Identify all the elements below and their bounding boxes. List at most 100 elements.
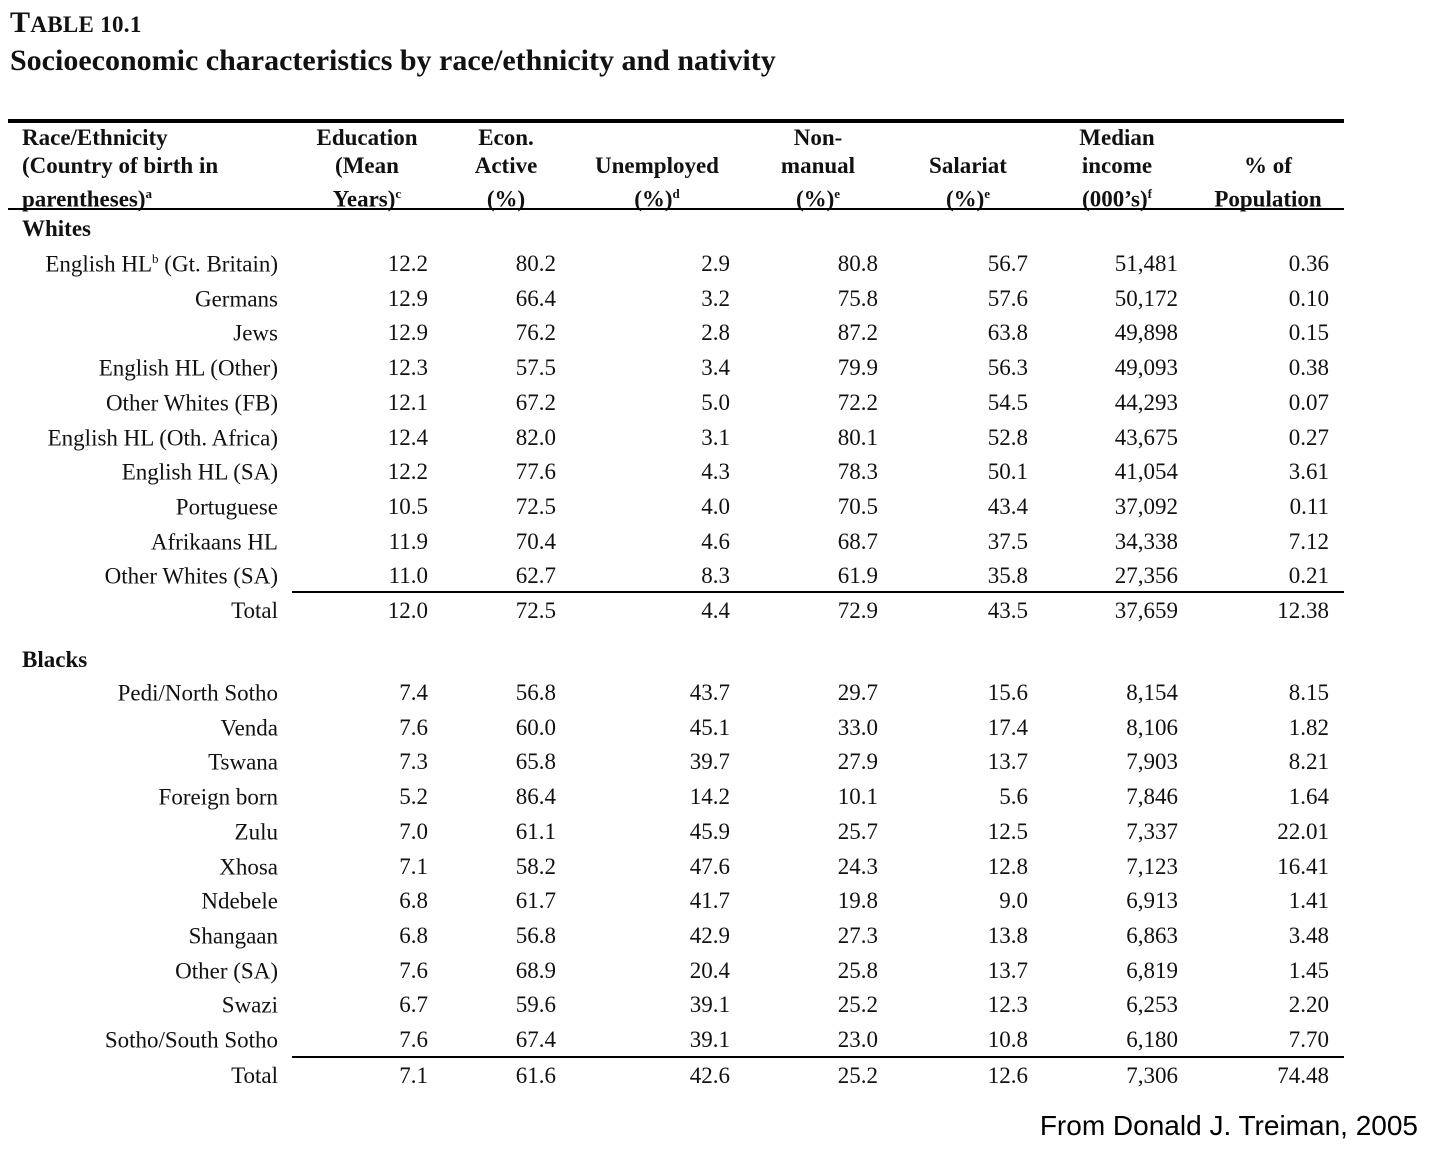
cell-education: 7.1 bbox=[399, 1063, 428, 1088]
cell-econ-active: 68.9 bbox=[515, 957, 556, 983]
cell-percent-population: 0.27 bbox=[1288, 424, 1329, 450]
row-label: English HL (Oth. Africa) bbox=[47, 425, 278, 451]
cell-non-manual: 70.5 bbox=[837, 493, 878, 519]
cell-education: 11.0 bbox=[388, 563, 428, 589]
cell-median-income: 41,054 bbox=[1114, 459, 1178, 485]
cell-education: 12.2 bbox=[387, 459, 428, 485]
section-heading-blacks: Blacks bbox=[22, 647, 88, 672]
cell-unemployed: 45.9 bbox=[689, 818, 730, 844]
row-label: Sotho/South Sotho bbox=[104, 1027, 278, 1053]
cell-unemployed: 41.7 bbox=[689, 888, 730, 914]
row-label: English HLb (Gt. Britain) bbox=[45, 251, 278, 277]
section-heading-whites: Whites bbox=[22, 216, 91, 241]
cell-non-manual: 25.7 bbox=[837, 818, 878, 844]
table-row: Portuguese 10.5 72.5 4.0 70.5 43.4 37,092 0.11 bbox=[0, 494, 1438, 528]
row-label: Portuguese bbox=[175, 494, 278, 520]
cell-econ-active: 60.0 bbox=[515, 714, 556, 740]
cell-percent-population: 0.21 bbox=[1288, 563, 1329, 589]
cell-unemployed: 43.7 bbox=[689, 680, 730, 705]
cell-econ-active: 77.6 bbox=[515, 459, 556, 485]
cell-unemployed: 3.1 bbox=[701, 424, 730, 450]
cell-unemployed: 42.6 bbox=[689, 1063, 730, 1088]
table-row: Afrikaans HL 11.9 70.4 4.6 68.7 37.5 34,338 7.1… bbox=[0, 529, 1438, 563]
cell-unemployed: 5.0 bbox=[701, 389, 730, 415]
row-label: Jews bbox=[233, 321, 278, 347]
cell-non-manual: 10.1 bbox=[837, 784, 878, 810]
cell-median-income: 6,180 bbox=[1126, 1027, 1178, 1052]
cell-unemployed: 2.8 bbox=[701, 320, 730, 346]
cell-education: 12.0 bbox=[387, 598, 428, 623]
cell-percent-population: 0.10 bbox=[1288, 285, 1329, 311]
row-label: Zulu bbox=[234, 819, 278, 845]
cell-unemployed: 14.2 bbox=[689, 784, 730, 810]
total-row: Total 12.0 72.5 4.4 72.9 43.5 37,659 12.38 bbox=[0, 598, 1438, 632]
cell-non-manual: 72.2 bbox=[837, 389, 878, 415]
table-row: Venda 7.6 60.0 45.1 33.0 17.4 8,106 1.82 bbox=[0, 715, 1438, 749]
cell-econ-active: 58.2 bbox=[515, 853, 556, 879]
table-row: Zulu 7.0 61.1 45.9 25.7 12.5 7,337 22.01 bbox=[0, 819, 1438, 853]
header-unemployed: Unemployed (%)d bbox=[595, 153, 719, 212]
cell-unemployed: 45.1 bbox=[689, 714, 730, 740]
top-rule bbox=[8, 119, 1344, 123]
table-row: Germans 12.9 66.4 3.2 75.8 57.6 50,172 0.10 bbox=[0, 286, 1438, 320]
cell-non-manual: 29.7 bbox=[837, 680, 878, 705]
cell-median-income: 7,903 bbox=[1126, 749, 1178, 775]
cell-salariat: 12.8 bbox=[987, 853, 1028, 879]
cell-percent-population: 8.15 bbox=[1288, 680, 1329, 705]
total-row: Total 7.1 61.6 42.6 25.2 12.6 7,306 74.48 bbox=[0, 1063, 1438, 1097]
cell-education: 12.9 bbox=[387, 285, 428, 311]
header-median-income: Median income (000’s)f bbox=[1079, 125, 1155, 212]
table-row: English HL (Oth. Africa) 12.4 82.0 3.1 80.1 5… bbox=[0, 425, 1438, 459]
cell-percent-population: 7.12 bbox=[1288, 528, 1329, 554]
cell-econ-active: 72.5 bbox=[515, 493, 556, 519]
table-row: Shangaan 6.8 56.8 42.9 27.3 13.8 6,863 3.48 bbox=[0, 923, 1438, 957]
cell-education: 12.1 bbox=[387, 389, 428, 415]
header-education: Education (Mean Years)c bbox=[316, 125, 418, 212]
cell-median-income: 50,172 bbox=[1114, 285, 1178, 311]
cell-education: 11.9 bbox=[388, 528, 428, 554]
cell-median-income: 8,106 bbox=[1126, 714, 1178, 740]
cell-percent-population: 0.38 bbox=[1288, 355, 1329, 381]
cell-median-income: 6,253 bbox=[1126, 992, 1178, 1018]
cell-non-manual: 80.8 bbox=[837, 251, 878, 276]
table-row: Foreign born 5.2 86.4 14.2 10.1 5.6 7,846 1.64 bbox=[0, 784, 1438, 818]
cell-education: 6.8 bbox=[399, 922, 428, 948]
table-row: Tswana 7.3 65.8 39.7 27.9 13.7 7,903 8.21 bbox=[0, 749, 1438, 783]
cell-salariat: 9.0 bbox=[999, 888, 1028, 914]
cell-salariat: 12.6 bbox=[987, 1063, 1028, 1088]
cell-unemployed: 39.1 bbox=[689, 992, 730, 1018]
cell-percent-population: 0.07 bbox=[1288, 389, 1329, 415]
cell-education: 6.7 bbox=[399, 992, 428, 1018]
cell-unemployed: 8.3 bbox=[701, 563, 730, 589]
cell-econ-active: 80.2 bbox=[515, 251, 556, 276]
cell-median-income: 27,356 bbox=[1114, 563, 1178, 589]
cell-non-manual: 87.2 bbox=[837, 320, 878, 346]
cell-percent-population: 0.36 bbox=[1288, 251, 1329, 276]
cell-non-manual: 25.2 bbox=[837, 1063, 878, 1088]
cell-percent-population: 16.41 bbox=[1277, 853, 1329, 879]
cell-percent-population: 22.01 bbox=[1277, 818, 1329, 844]
cell-salariat: 43.4 bbox=[987, 493, 1028, 519]
header-race-ethnicity: Race/Ethnicity (Country of birth in pare… bbox=[22, 125, 219, 212]
cell-econ-active: 86.4 bbox=[515, 784, 556, 810]
cell-econ-active: 56.8 bbox=[515, 922, 556, 948]
cell-salariat: 56.7 bbox=[987, 251, 1028, 276]
header-rule bbox=[8, 208, 1344, 210]
cell-education: 12.2 bbox=[387, 251, 428, 276]
cell-non-manual: 79.9 bbox=[837, 355, 878, 381]
cell-education: 6.8 bbox=[399, 888, 428, 914]
cell-unemployed: 39.7 bbox=[689, 749, 730, 775]
cell-econ-active: 56.8 bbox=[515, 680, 556, 705]
row-label: Germans bbox=[194, 286, 278, 312]
cell-percent-population: 1.41 bbox=[1288, 888, 1329, 914]
cell-salariat: 54.5 bbox=[987, 389, 1028, 415]
cell-salariat: 5.6 bbox=[999, 784, 1028, 810]
cell-unemployed: 4.3 bbox=[701, 459, 730, 485]
blacks-total-rule bbox=[292, 1056, 1344, 1058]
table-number: TABLE 10.1 bbox=[10, 6, 142, 39]
cell-median-income: 49,898 bbox=[1114, 320, 1178, 346]
cell-econ-active: 61.7 bbox=[515, 888, 556, 914]
row-label: English HL (Other) bbox=[98, 355, 278, 381]
row-label: Tswana bbox=[208, 750, 278, 776]
header-percent-population: % of Population bbox=[1214, 153, 1322, 212]
